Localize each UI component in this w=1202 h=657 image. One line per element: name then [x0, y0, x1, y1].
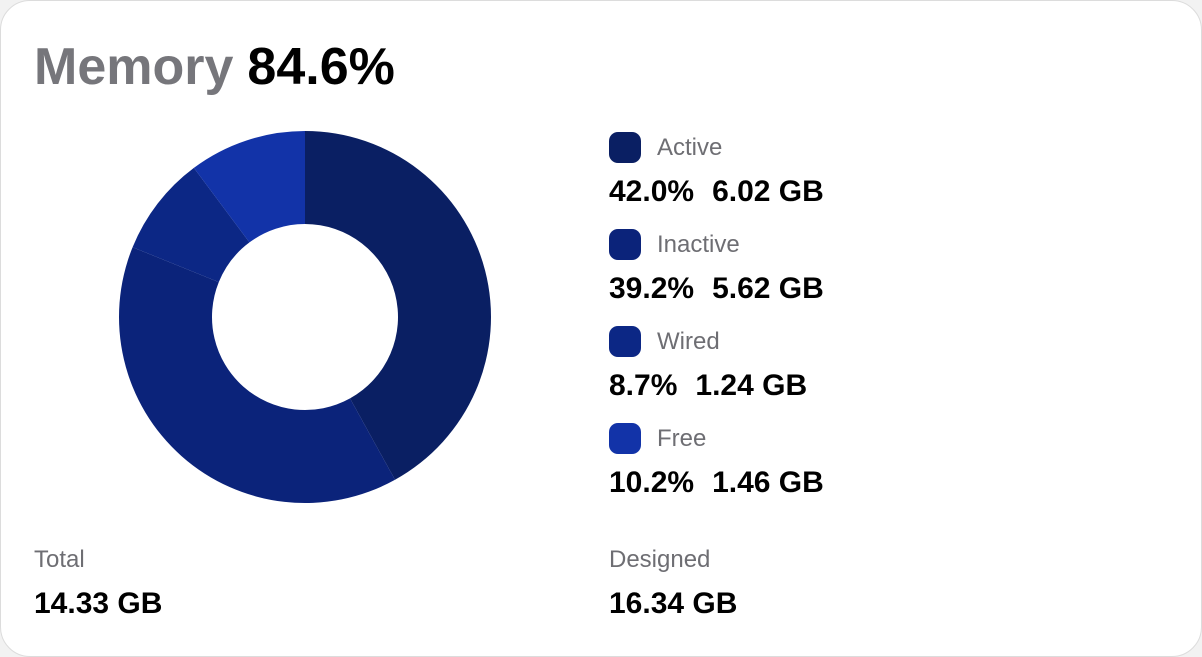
donut-segment — [132, 167, 250, 283]
legend-label: Wired — [657, 328, 720, 355]
size-label: 6.02 GB — [712, 175, 824, 208]
legend-swatch — [609, 326, 641, 357]
total-value: 14.33 GB — [34, 587, 163, 620]
donut-chart — [118, 131, 491, 503]
title-text: Memory — [34, 38, 234, 96]
legend-label: Free — [657, 425, 707, 452]
designed-value: 16.34 GB — [609, 587, 738, 620]
donut-segment — [118, 247, 396, 503]
size-label: 1.24 GB — [695, 369, 808, 402]
percent-label: 10.2% — [609, 466, 695, 499]
usage-value: 84.6% — [247, 38, 395, 96]
size-label: 1.46 GB — [712, 466, 824, 499]
title: Memory 84.6% — [34, 37, 395, 97]
donut-segment — [305, 131, 491, 480]
legend-values: 42.0% 6.02 GB — [609, 175, 824, 209]
size-label: 5.62 GB — [712, 272, 824, 305]
legend-label: Active — [657, 134, 723, 161]
legend-values: 8.7% 1.24 GB — [609, 369, 807, 403]
legend-label: Inactive — [657, 231, 740, 258]
legend-values: 10.2% 1.46 GB — [609, 466, 824, 500]
percent-label: 8.7% — [609, 369, 678, 402]
percent-label: 42.0% — [609, 175, 695, 208]
legend-values: 39.2% 5.62 GB — [609, 272, 824, 306]
legend-swatch — [609, 132, 641, 163]
total-label: Total — [34, 546, 85, 573]
donut-segment — [193, 131, 305, 243]
legend-swatch — [609, 229, 641, 260]
percent-label: 39.2% — [609, 272, 695, 305]
legend-swatch — [609, 423, 641, 454]
designed-label: Designed — [609, 546, 711, 573]
